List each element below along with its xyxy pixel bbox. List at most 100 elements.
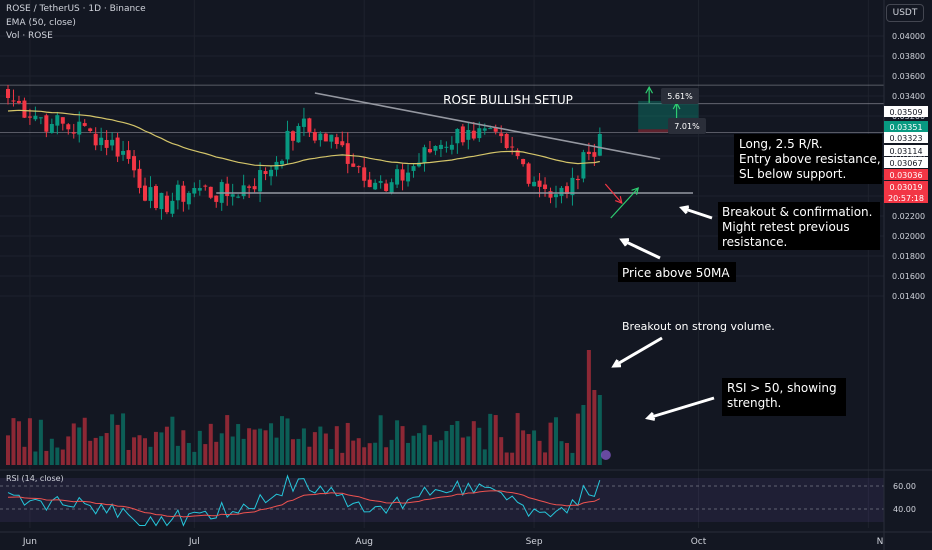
volume-bar (564, 443, 569, 465)
volume-bar (554, 417, 558, 465)
volume-bar (510, 452, 515, 465)
candle-body (477, 128, 482, 139)
volume-bar (88, 440, 93, 465)
price-label: 0.03114 (889, 147, 922, 156)
volume-bar (148, 446, 153, 465)
volume-bar (422, 425, 427, 465)
volume-bar (159, 432, 164, 465)
volume-bar (351, 440, 356, 465)
volume-bar (44, 450, 49, 465)
volume-bar (110, 414, 115, 465)
volume-bar (115, 424, 120, 465)
rsi-white-arrow (647, 396, 715, 420)
volume-bar (225, 415, 230, 465)
candle-body (77, 121, 82, 135)
volume-bar (22, 446, 27, 465)
volume-bar (597, 395, 602, 465)
target2-arrow-head (645, 85, 654, 94)
candle-body (389, 182, 394, 194)
volume-bar (33, 451, 38, 465)
volume-bar (312, 432, 317, 465)
price-label-box (884, 157, 928, 168)
symbol-legend[interactable]: ROSE / TetherUS · 1D · Binance (6, 4, 146, 14)
volume-bar (323, 433, 328, 465)
target2-pct-label: 7.01% (674, 122, 700, 131)
volume-bar (389, 439, 394, 465)
price-tick-label: 0.03600 (892, 72, 925, 81)
candle-body (88, 128, 93, 131)
volume-bar (93, 437, 98, 465)
volume-bar (126, 449, 131, 465)
volume-bar (384, 447, 389, 465)
price-label-box (884, 169, 928, 180)
volume-bar (586, 350, 591, 465)
rsi-white-arrow-head (645, 411, 656, 421)
candle-body (427, 148, 432, 153)
price-tick-label: 0.03800 (892, 52, 925, 61)
volume-bar (345, 422, 350, 465)
volume-bar (466, 436, 471, 465)
candle-body (99, 137, 104, 146)
time-axis-label: Sep (526, 537, 543, 547)
volume-bar (477, 427, 482, 465)
volume-bar (16, 421, 21, 465)
time-axis-label: N (877, 537, 884, 547)
volume-legend[interactable]: Vol · ROSE (6, 31, 53, 41)
volume-bar (296, 438, 301, 465)
volume-bar (181, 430, 186, 465)
candle-body (422, 147, 427, 164)
candle-body (159, 192, 164, 210)
price-tick-label: 0.02200 (892, 212, 925, 221)
candle-body (137, 168, 142, 188)
volume-bar (153, 431, 158, 465)
retest-green-arrow-head (631, 187, 640, 195)
candle-body (170, 200, 175, 214)
candle-body (263, 171, 268, 174)
candle-body (411, 166, 416, 171)
long-note: Long, 2.5 R/R. Entry above resistance, SL … (739, 137, 881, 181)
candle-body (16, 100, 21, 103)
candle-body (285, 130, 290, 160)
volume-bar (449, 424, 454, 465)
volume-bar (493, 415, 498, 465)
volume-bar (6, 435, 10, 465)
time-axis-label: Jun (22, 537, 37, 547)
volume-bar (581, 405, 586, 465)
volume-bar (378, 415, 383, 465)
candle-body (493, 127, 498, 132)
rsi-tick: 60.00 (893, 482, 916, 491)
rsi-line (7, 474, 601, 527)
candle-body (71, 132, 76, 134)
volume-bar (340, 452, 345, 465)
volume-bar (395, 420, 400, 465)
volume-bar (11, 418, 16, 465)
candle-body (110, 139, 115, 146)
candle-body (214, 195, 219, 202)
volume-bar (38, 419, 43, 465)
volume-bar (334, 426, 339, 465)
volume-bar (269, 423, 274, 465)
candle-body (433, 146, 438, 151)
candle-body (499, 133, 504, 137)
rsi-band (0, 478, 884, 522)
candle-body (241, 185, 246, 197)
candle-body (460, 126, 465, 143)
candle-body (438, 144, 443, 149)
volume-bar (66, 436, 71, 465)
volume-bar (356, 438, 361, 465)
volume-bar (60, 449, 65, 465)
volume-bar (164, 426, 169, 465)
ema-legend[interactable]: EMA (50, close) (6, 18, 76, 28)
candle-body (521, 158, 526, 165)
candle-body (400, 169, 405, 181)
candle-body (269, 169, 274, 177)
candle-body (197, 188, 202, 191)
volume-bar (27, 418, 32, 465)
volume-bar (132, 437, 137, 465)
candle-body (44, 115, 49, 132)
quote-currency-button[interactable]: USDT (886, 4, 924, 22)
volume-bar (411, 435, 416, 465)
candle-body (482, 128, 487, 131)
